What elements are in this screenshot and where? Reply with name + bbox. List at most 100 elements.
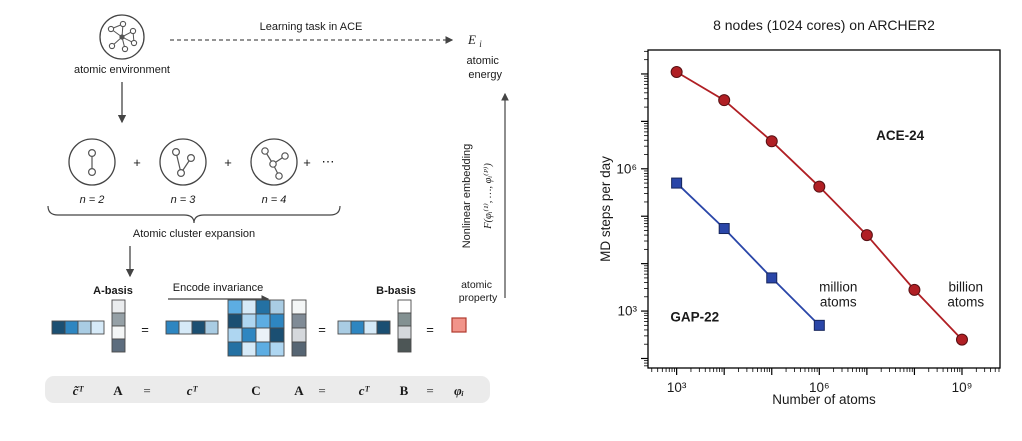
a-basis-label: A-basis (93, 285, 133, 297)
plus-3: + (303, 155, 311, 170)
annotation-million: million (819, 279, 857, 294)
matrix-c-cell (255, 299, 271, 315)
energy-symbol: E i (467, 32, 482, 49)
matrix-c-cell (227, 327, 243, 343)
cluster-n2-icon (68, 138, 116, 186)
cluster-n4-icon (250, 138, 298, 186)
x-tick-label: 10³ (667, 380, 687, 395)
eq-equals-2: = (318, 383, 325, 398)
chart-title: 8 nodes (1024 cores) on ARCHER2 (713, 17, 935, 33)
embedding-formula: F(φᵢ⁽¹⁾, …, φᵢ⁽ᴾ⁾) (482, 163, 494, 230)
eq-equals-3: = (426, 383, 433, 398)
vector-c-tilde-cell (64, 320, 79, 335)
y-axis-label: MD steps per day (598, 156, 613, 262)
matrix-c-cell (227, 341, 243, 357)
series-line-gap-22 (676, 182, 820, 326)
matrix-c-cell (241, 313, 257, 329)
vector-a-1-cell (111, 338, 126, 353)
vector-a-2-cell (291, 299, 307, 315)
matrix-c-cell (241, 327, 257, 343)
matrix-c-cell (255, 327, 271, 343)
y-tick-label: 10³ (617, 304, 637, 319)
atomic-property-line1: atomic (461, 279, 492, 291)
vector-a-2-cell (291, 327, 307, 343)
annotation-billion: billion (948, 279, 983, 294)
atomic-environment-label: atomic environment (74, 64, 170, 76)
annotation-billion: atoms (947, 294, 984, 309)
matrix-c-cell (241, 341, 257, 357)
atomic-property-square (451, 317, 467, 333)
data-point-ace-24 (955, 333, 968, 346)
eq-equals-1: = (143, 383, 150, 398)
eq-phi: φᵢ (454, 383, 464, 398)
x-tick-label: 10⁹ (952, 380, 973, 395)
matrix-c-cell (269, 299, 285, 315)
matrix-c-cell (227, 299, 243, 315)
data-point-ace-24 (860, 229, 873, 242)
data-point-ace-24 (908, 283, 921, 296)
atomic-energy-line2: energy (468, 69, 502, 81)
eq-b: B (400, 383, 409, 398)
data-point-gap-22 (766, 272, 778, 284)
plus-2: + (224, 155, 232, 170)
vector-c-tilde-cell (77, 320, 92, 335)
vector-c-2-cell (337, 320, 352, 335)
plot-frame (647, 49, 1001, 369)
matrix-c-cell (255, 341, 271, 357)
cluster-n3-icon (159, 138, 207, 186)
matrix-c-cell (255, 313, 271, 329)
vector-a-1-cell (111, 312, 126, 327)
energy-symbol-sub: i (479, 39, 482, 49)
vector-c-tilde-cell (51, 320, 66, 335)
data-point-ace-24 (765, 135, 778, 148)
equation-strip (45, 376, 490, 403)
eq-c-tilde: c̃ᵀ (73, 383, 85, 398)
atomic-energy-label: atomic energy (467, 55, 503, 81)
nonlinear-embedding-label: Nonlinear embedding (461, 144, 473, 249)
vector-c-2-cell (363, 320, 378, 335)
equals-1: = (141, 322, 149, 337)
encode-invariance-label: Encode invariance (173, 282, 264, 294)
vector-b-cell (397, 312, 412, 327)
data-point-ace-24 (813, 180, 826, 193)
vector-c-2-cell (350, 320, 365, 335)
atomic-environment-icon (99, 14, 145, 60)
n4-label: n = 4 (262, 194, 287, 206)
vector-b-cell (397, 338, 412, 353)
eq-c2: cᵀ (359, 383, 371, 398)
vector-a-1-cell (111, 325, 126, 340)
plus-1: + (133, 155, 141, 170)
vector-c-1-cell (178, 320, 193, 335)
vector-b-cell (397, 299, 412, 314)
x-tick-label: 10⁶ (809, 380, 830, 395)
matrix-c-cell (269, 327, 285, 343)
atomic-property-line2: property (459, 292, 498, 304)
equals-3: = (426, 322, 434, 337)
energy-symbol-main: E (467, 32, 476, 47)
ellipsis: ⋯ (322, 154, 335, 169)
x-axis-label: Number of atoms (772, 392, 876, 407)
atomic-property-label: atomic property (459, 279, 498, 304)
data-point-ace-24 (670, 65, 683, 78)
vector-a-2-cell (291, 313, 307, 329)
performance-chart: 8 nodes (1024 cores) on ARCHER2 MD steps… (598, 17, 1001, 407)
data-point-ace-24 (718, 94, 731, 107)
underbrace (47, 205, 341, 224)
vector-c-1-cell (204, 320, 219, 335)
vector-a-1-cell (111, 299, 126, 314)
matrix-c-cell (227, 313, 243, 329)
annotation-million: atoms (820, 294, 857, 309)
y-tick-label: 10⁶ (616, 161, 637, 176)
equals-2: = (318, 322, 326, 337)
eq-a1: A (113, 383, 123, 398)
ace-workflow-diagram: atomic environment Learning task in ACE … (45, 14, 509, 403)
b-basis-label: B-basis (376, 285, 416, 297)
data-point-gap-22 (813, 319, 825, 331)
matrix-c-cell (269, 313, 285, 329)
vector-c-1-cell (165, 320, 180, 335)
vector-c-1-cell (191, 320, 206, 335)
vector-c-tilde-cell (90, 320, 105, 335)
vector-a-2-cell (291, 341, 307, 357)
vector-b-cell (397, 325, 412, 340)
